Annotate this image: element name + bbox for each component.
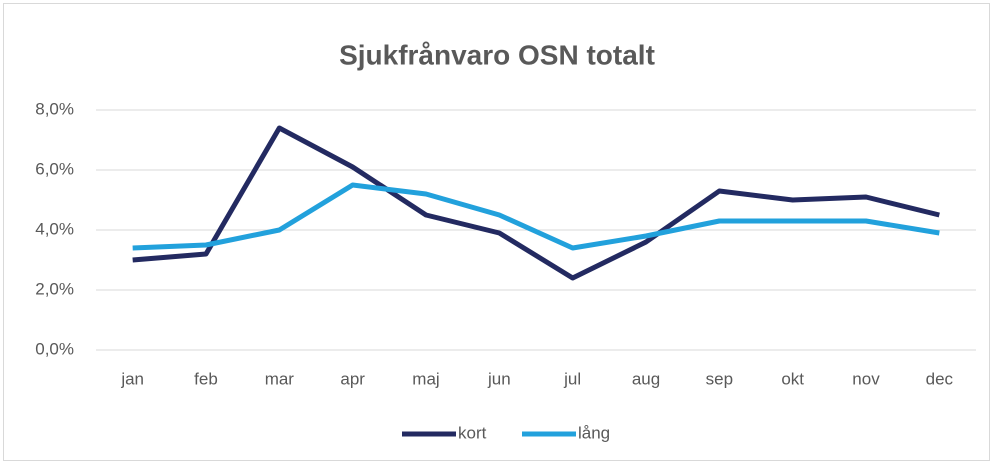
y-tick-label: 4,0% — [35, 219, 74, 238]
series-line — [132, 182, 940, 251]
legend-label: lång — [578, 423, 610, 442]
x-tick-label: sep — [706, 369, 733, 388]
x-tick-label: jul — [563, 369, 581, 388]
y-tick-label: 8,0% — [35, 99, 74, 118]
x-tick-label: apr — [340, 369, 365, 388]
x-tick-label: okt — [781, 369, 804, 388]
y-tick-label: 2,0% — [35, 279, 74, 298]
x-tick-label: dec — [926, 369, 954, 388]
x-tick-label: maj — [412, 369, 439, 388]
y-tick-label: 6,0% — [35, 159, 74, 178]
y-tick-label: 0,0% — [35, 339, 74, 358]
chart-title: Sjukfrånvaro OSN totalt — [339, 39, 655, 70]
x-tick-label: nov — [852, 369, 880, 388]
series-line — [132, 125, 940, 281]
x-tick-label: jan — [120, 369, 144, 388]
x-tick-label: aug — [632, 369, 660, 388]
x-tick-label: feb — [194, 369, 218, 388]
legend-label: kort — [458, 423, 487, 442]
x-tick-label: mar — [265, 369, 295, 388]
x-tick-label: jun — [487, 369, 511, 388]
